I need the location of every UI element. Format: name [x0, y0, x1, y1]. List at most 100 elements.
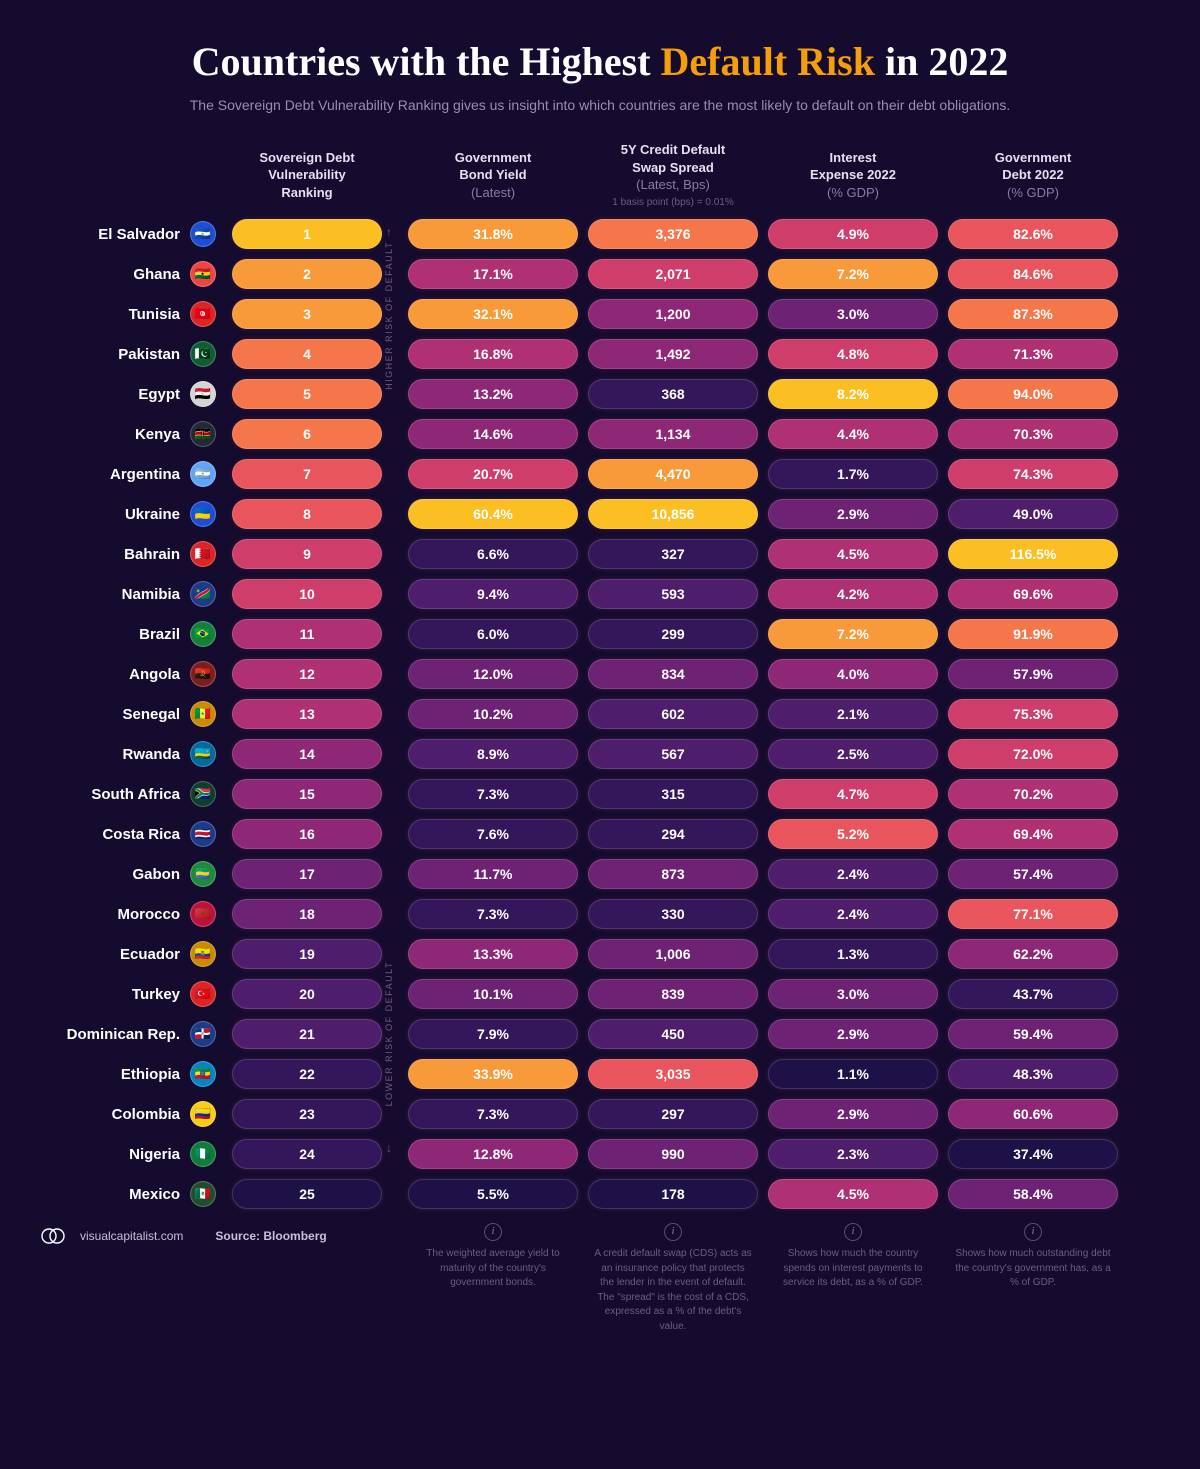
pill-debt: 82.6% — [948, 219, 1118, 249]
pill-yield: 60.4% — [408, 499, 578, 529]
pill-debt: 57.9% — [948, 659, 1118, 689]
pill-yield: 32.1% — [408, 299, 578, 329]
pill-cds: 873 — [588, 859, 758, 889]
pill-debt: 116.5% — [948, 539, 1118, 569]
pill-yield: 7.6% — [408, 819, 578, 849]
pill-yield: 12.8% — [408, 1139, 578, 1169]
pill-yield: 7.3% — [408, 899, 578, 929]
pill-interest: 4.0% — [768, 659, 938, 689]
pill-yield: 12.0% — [408, 659, 578, 689]
pill-interest: 2.9% — [768, 1019, 938, 1049]
pill-cds: 602 — [588, 699, 758, 729]
pill-interest: 2.4% — [768, 899, 938, 929]
info-icon: i — [484, 1223, 502, 1241]
pill-cds: 368 — [588, 379, 758, 409]
pill-cds: 990 — [588, 1139, 758, 1169]
pill-interest: 4.9% — [768, 219, 938, 249]
country-name: Colombia — [40, 1106, 180, 1123]
pill-interest: 2.9% — [768, 1099, 938, 1129]
pill-rank: 5 — [232, 379, 382, 409]
pill-rank: 10 — [232, 579, 382, 609]
pill-cds: 297 — [588, 1099, 758, 1129]
pill-rank: 13 — [232, 699, 382, 729]
pill-rank: 23 — [232, 1099, 382, 1129]
title-accent: Default Risk — [661, 39, 875, 84]
pill-interest: 1.3% — [768, 939, 938, 969]
flag-icon: 🇨🇷 — [190, 821, 216, 847]
pill-interest: 2.4% — [768, 859, 938, 889]
header-debt: GovernmentDebt 2022(% GDP) — [948, 149, 1118, 202]
pill-rank: 15 — [232, 779, 382, 809]
pill-rank: 25 — [232, 1179, 382, 1209]
pill-yield: 8.9% — [408, 739, 578, 769]
pill-yield: 17.1% — [408, 259, 578, 289]
pill-interest: 4.5% — [768, 539, 938, 569]
pill-cds: 3,376 — [588, 219, 758, 249]
pill-cds: 450 — [588, 1019, 758, 1049]
footer: visualcapitalist.com Source: Bloomberg i… — [40, 1223, 1160, 1334]
pill-debt: 69.6% — [948, 579, 1118, 609]
pill-rank: 2 — [232, 259, 382, 289]
country-name: Senegal — [40, 706, 180, 723]
flag-icon: 🇺🇦 — [190, 501, 216, 527]
pill-yield: 5.5% — [408, 1179, 578, 1209]
country-name: El Salvador — [40, 226, 180, 243]
pill-debt: 60.6% — [948, 1099, 1118, 1129]
pill-cds: 315 — [588, 779, 758, 809]
flag-icon: 🇬🇭 — [190, 261, 216, 287]
country-name: Dominican Rep. — [40, 1026, 180, 1043]
pill-debt: 37.4% — [948, 1139, 1118, 1169]
country-name: Costa Rica — [40, 826, 180, 843]
page-title: Countries with the Highest Default Risk … — [40, 38, 1160, 85]
flag-icon: 🇪🇹 — [190, 1061, 216, 1087]
pill-interest: 4.7% — [768, 779, 938, 809]
flag-icon: 🇬🇦 — [190, 861, 216, 887]
pill-rank: 7 — [232, 459, 382, 489]
pill-rank: 22 — [232, 1059, 382, 1089]
pill-interest: 3.0% — [768, 979, 938, 1009]
pill-interest: 4.8% — [768, 339, 938, 369]
header-yield: GovernmentBond Yield(Latest) — [408, 149, 578, 202]
title-suffix: in 2022 — [875, 39, 1008, 84]
pill-yield: 10.2% — [408, 699, 578, 729]
pill-rank: 11 — [232, 619, 382, 649]
flag-icon: 🇪🇨 — [190, 941, 216, 967]
pill-rank: 16 — [232, 819, 382, 849]
footer-desc-debt: iShows how much outstanding debt the cou… — [948, 1223, 1118, 1291]
flag-icon: 🇹🇷 — [190, 981, 216, 1007]
flag-icon: 🇧🇷 — [190, 621, 216, 647]
pill-cds: 1,200 — [588, 299, 758, 329]
pill-interest: 1.1% — [768, 1059, 938, 1089]
pill-debt: 70.3% — [948, 419, 1118, 449]
pill-rank: 20 — [232, 979, 382, 1009]
flag-icon: 🇦🇴 — [190, 661, 216, 687]
pill-yield: 14.6% — [408, 419, 578, 449]
pill-debt: 69.4% — [948, 819, 1118, 849]
flag-icon: 🇹🇳 — [190, 301, 216, 327]
country-name: Ecuador — [40, 946, 180, 963]
pill-interest: 4.4% — [768, 419, 938, 449]
logo-icon — [40, 1223, 66, 1249]
pill-cds: 327 — [588, 539, 758, 569]
pill-yield: 7.9% — [408, 1019, 578, 1049]
arrow-up-icon: ↑ — [386, 225, 392, 239]
pill-yield: 31.8% — [408, 219, 578, 249]
footer-source: Source: Bloomberg — [215, 1229, 326, 1243]
pill-interest: 5.2% — [768, 819, 938, 849]
pill-interest: 2.1% — [768, 699, 938, 729]
pill-debt: 57.4% — [948, 859, 1118, 889]
pill-yield: 7.3% — [408, 1099, 578, 1129]
flag-icon: 🇨🇴 — [190, 1101, 216, 1127]
flag-icon: 🇿🇦 — [190, 781, 216, 807]
pill-rank: 8 — [232, 499, 382, 529]
pill-cds: 3,035 — [588, 1059, 758, 1089]
pill-debt: 77.1% — [948, 899, 1118, 929]
country-name: Tunisia — [40, 306, 180, 323]
flag-icon: 🇳🇦 — [190, 581, 216, 607]
country-name: Turkey — [40, 986, 180, 1003]
flag-icon: 🇳🇬 — [190, 1141, 216, 1167]
pill-rank: 24 — [232, 1139, 382, 1169]
arrow-down-icon: ↓ — [386, 1141, 392, 1155]
pill-cds: 1,006 — [588, 939, 758, 969]
flag-icon: 🇧🇭 — [190, 541, 216, 567]
